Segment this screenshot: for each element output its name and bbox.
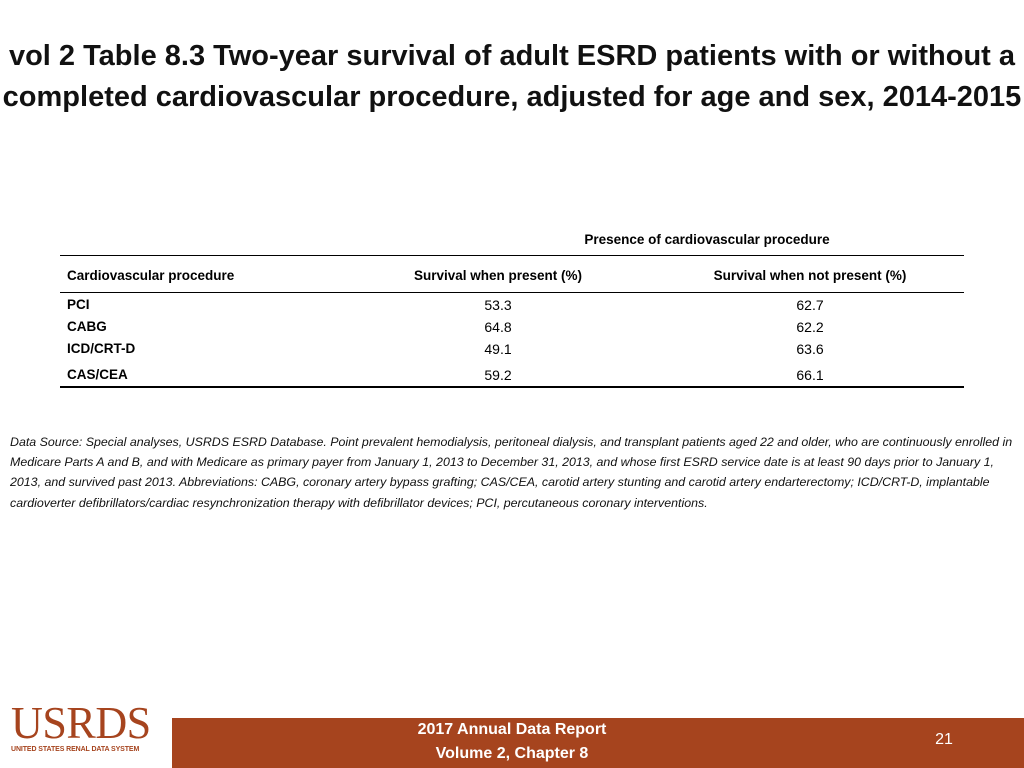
table-row: PCI 53.3 62.7	[60, 297, 964, 319]
usrds-logo-wordmark: USRDS	[11, 698, 151, 748]
survival-not-present-value: 66.1	[796, 367, 824, 383]
footer-report-label: 2017 Annual Data Report Volume 2, Chapte…	[362, 718, 662, 766]
survival-present-value: 53.3	[484, 297, 512, 313]
column-header-not-present: Survival when not present (%)	[713, 268, 907, 283]
survival-present-value: 49.1	[484, 341, 512, 357]
table-row: ICD/CRT-D 49.1 63.6	[60, 341, 964, 363]
procedure-name: ICD/CRT-D	[67, 341, 136, 356]
table-row: CAS/CEA 59.2 66.1	[60, 367, 964, 389]
column-header-present: Survival when present (%)	[413, 268, 583, 283]
procedure-name: PCI	[67, 297, 90, 312]
survival-present-value: 59.2	[484, 367, 512, 383]
table-row: CABG 64.8 62.2	[60, 319, 964, 341]
procedure-name: CABG	[67, 319, 107, 334]
column-header-procedure: Cardiovascular procedure	[67, 268, 235, 283]
survival-not-present-value: 63.6	[796, 341, 824, 357]
usrds-logo	[0, 700, 172, 768]
usrds-logo-subtext: UNITED STATES RENAL DATA SYSTEM	[11, 746, 140, 753]
table-bottom-rule	[60, 386, 964, 388]
survival-present-value: 64.8	[484, 319, 512, 335]
group-header: Presence of cardiovascular procedure	[584, 232, 830, 247]
footer-line-1: 2017 Annual Data Report	[417, 721, 607, 738]
footer-line-2: Volume 2, Chapter 8	[435, 745, 589, 762]
slide-title: vol 2 Table 8.3 Two-year survival of adu…	[2, 40, 1022, 113]
group-header-rule	[60, 255, 964, 256]
survival-not-present-value: 62.2	[796, 319, 824, 335]
column-header-rule	[60, 292, 964, 293]
data-source-note: Data Source: Special analyses, USRDS ESR…	[10, 435, 1013, 510]
survival-not-present-value: 62.7	[796, 297, 824, 313]
page-number: 21	[935, 731, 953, 748]
procedure-name: CAS/CEA	[67, 367, 128, 382]
